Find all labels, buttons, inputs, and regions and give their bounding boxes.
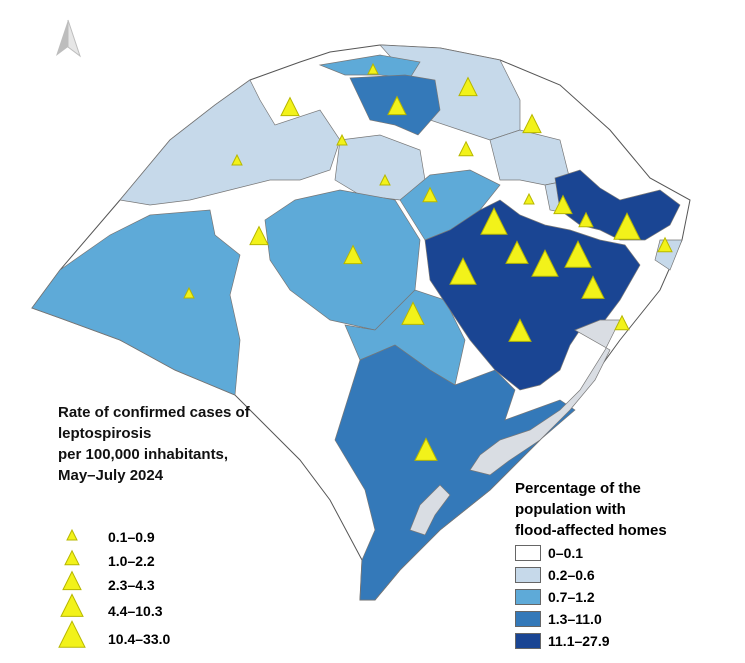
flood-legend-label: 0.2–0.6 [548, 567, 595, 583]
case-rate-triangle [249, 225, 269, 246]
region [334, 344, 576, 601]
flood-legend-title-line: population with [515, 501, 626, 518]
region [31, 209, 241, 396]
flood-legend-title-line: flood-affected homes [515, 522, 667, 539]
rate-legend-label: 10.4–33.0 [108, 631, 171, 647]
case-rate-triangle [387, 95, 407, 116]
case-rate-triangle [480, 207, 508, 235]
legend-swatch [515, 567, 541, 583]
rate-legend: Rate of confirmed cases of leptospirosis… [58, 402, 318, 486]
regions-layer [31, 44, 683, 601]
lagoon [409, 484, 451, 536]
legend-triangle [58, 620, 86, 648]
lagoon [469, 319, 621, 476]
case-rate-triangle [553, 194, 573, 215]
case-rate-triangle [531, 249, 559, 277]
case-rate-triangle [505, 240, 529, 264]
case-rate-triangle [280, 96, 300, 117]
case-rate-triangle [343, 244, 363, 265]
case-rate-triangle [183, 286, 195, 299]
flood-legend-label: 1.3–11.0 [548, 611, 602, 627]
flood-legend-label: 0.7–1.2 [548, 589, 595, 605]
legend-triangle [66, 528, 78, 541]
rate-legend-title-line: May–July 2024 [58, 467, 164, 484]
region [424, 199, 641, 391]
case-rate-triangle [231, 153, 243, 166]
legend-swatch [515, 545, 541, 561]
rate-legend-title-line: leptospirosis [58, 425, 152, 442]
rate-legend-label: 4.4–10.3 [108, 603, 163, 619]
case-rate-triangle [614, 314, 630, 331]
rate-legend-title-line: Rate of confirmed cases of [58, 404, 250, 421]
flood-legend: Percentage of the population with flood-… [515, 478, 735, 541]
case-rate-triangle [422, 186, 438, 203]
legend-triangle [60, 593, 84, 617]
legend-triangles [58, 528, 86, 648]
flood-legend-title: Percentage of the population with flood-… [515, 478, 735, 541]
rate-legend-label: 0.1–0.9 [108, 529, 155, 545]
rate-legend-title: Rate of confirmed cases of leptospirosis… [58, 402, 308, 486]
legend-triangle [62, 570, 82, 591]
case-rate-triangle [414, 437, 438, 461]
case-rate-triangle [379, 173, 391, 186]
legend-swatch [515, 633, 541, 649]
case-rate-triangle [613, 212, 641, 240]
case-rate-triangle [401, 301, 425, 325]
legend-swatch [515, 611, 541, 627]
case-rate-triangle [458, 76, 478, 97]
case-rate-triangle [523, 192, 535, 205]
case-rate-triangle [367, 62, 379, 75]
case-rate-triangle [564, 240, 592, 268]
legend-triangle [64, 549, 80, 566]
flood-legend-label: 0–0.1 [548, 545, 584, 561]
case-rate-triangle [458, 140, 474, 157]
flood-legend-label: 11.1–27.9 [548, 633, 610, 649]
triangle-layer [183, 62, 673, 461]
case-rate-triangle [336, 133, 348, 146]
north-arrow-icon [56, 19, 81, 58]
case-rate-triangle [657, 236, 673, 253]
flood-legend-title-line: Percentage of the [515, 480, 641, 497]
case-rate-triangle [581, 275, 605, 299]
rate-legend-label: 2.3–4.3 [108, 577, 155, 593]
case-rate-triangle [449, 257, 477, 285]
case-rate-triangle [522, 113, 542, 134]
legend-swatch [515, 589, 541, 605]
case-rate-triangle [508, 318, 532, 342]
case-rate-triangle [578, 211, 594, 228]
rate-legend-title-line: per 100,000 inhabitants, [58, 446, 229, 463]
rate-legend-label: 1.0–2.2 [108, 553, 155, 569]
